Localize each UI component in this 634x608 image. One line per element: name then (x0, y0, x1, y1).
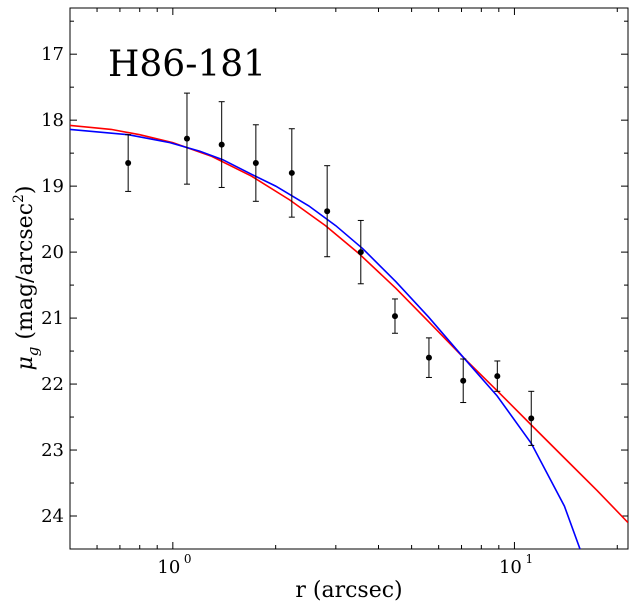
data-point (183, 135, 190, 142)
data-point (218, 141, 225, 148)
y-label-units: (mag/arcsec (13, 203, 38, 347)
x-tick-exponent: 0 (184, 552, 192, 566)
y-tick-label: 23 (41, 440, 64, 461)
data-point (494, 373, 501, 380)
data-point (528, 415, 535, 422)
y-tick-label: 22 (41, 374, 64, 395)
data-points (125, 92, 535, 446)
data-point (460, 377, 467, 384)
x-tick-label: 10 (157, 557, 180, 578)
y-label-symbol: μ (13, 356, 38, 370)
x-tick-exponent: 1 (525, 552, 533, 566)
data-point (357, 249, 364, 256)
y-tick-label: 19 (41, 176, 64, 197)
y-tick-label: 17 (41, 44, 64, 65)
data-point (391, 313, 398, 320)
y-tick-label: 24 (41, 506, 64, 527)
model-curve-2 (70, 128, 581, 549)
data-point (425, 354, 432, 361)
y-axis-label: μg (mag/arcsec2) (11, 185, 42, 370)
model-curves (70, 124, 628, 549)
x-axis-label: r (arcsec) (295, 578, 402, 603)
plot-frame (69, 7, 629, 550)
y-label-subscript: g (24, 347, 42, 357)
y-label-close: ) (13, 185, 38, 194)
data-point (324, 208, 331, 215)
y-tick-label: 21 (41, 308, 64, 329)
data-point (288, 169, 295, 176)
y-tick-label: 20 (41, 242, 64, 263)
data-point (125, 160, 132, 167)
model-curve-1 (70, 124, 628, 524)
y-label-superscript: 2 (11, 194, 27, 203)
annotation-label: H86-181 (108, 44, 266, 85)
x-tick-label: 10 (499, 557, 522, 578)
data-point (252, 160, 259, 167)
y-tick-label: 18 (41, 110, 64, 131)
